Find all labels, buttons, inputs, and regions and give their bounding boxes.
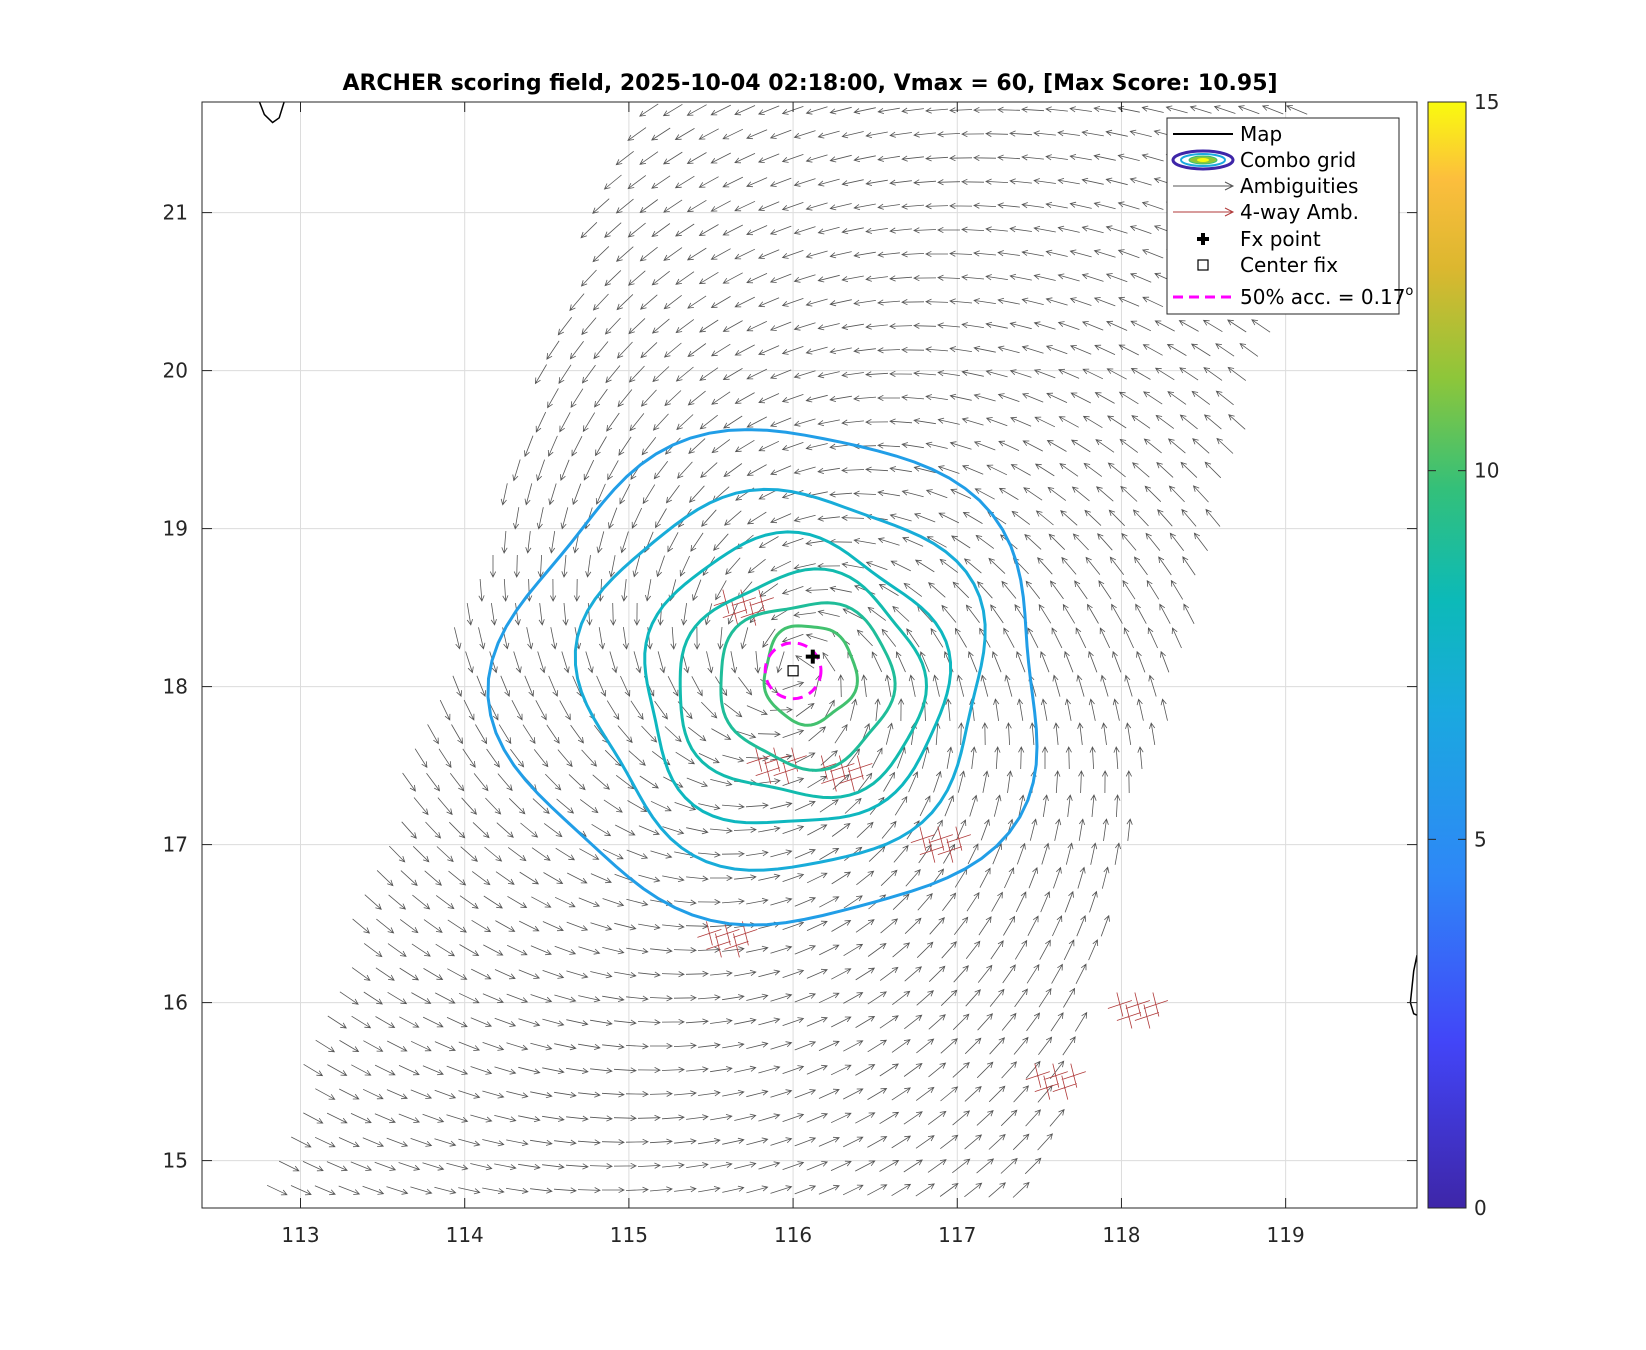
- x-tick-label: 113: [281, 1223, 319, 1247]
- y-tick-label: 19: [163, 517, 188, 541]
- score-contour: [573, 487, 987, 872]
- x-tick-label: 118: [1102, 1223, 1140, 1247]
- coastline: [258, 102, 285, 124]
- center-fix-marker: [787, 665, 799, 677]
- y-tick-label: 15: [163, 1149, 188, 1173]
- score-contour: [719, 601, 897, 772]
- red-arrow-icon: [1173, 207, 1235, 217]
- x-tick-label: 115: [610, 1223, 648, 1247]
- plus-marker-icon: [1197, 233, 1209, 245]
- y-tick-label: 18: [163, 675, 188, 699]
- wind-ambiguity-field: [266, 103, 1320, 1198]
- legend-item: Ambiguities: [1173, 174, 1358, 198]
- legend-label: Center fix: [1240, 253, 1338, 277]
- y-tick-label: 21: [163, 201, 188, 225]
- plot-frame: [201, 101, 1418, 1209]
- score-contour: [486, 428, 1039, 927]
- legend-item: Combo grid: [1171, 148, 1356, 172]
- colorbar-tick-label: 15: [1474, 90, 1499, 114]
- score-contours: [486, 428, 1039, 927]
- legend-item: Fx point: [1197, 227, 1321, 251]
- x-tick-label: 117: [938, 1223, 976, 1247]
- square-marker-icon: [1197, 259, 1209, 271]
- colorbar-tick-label: 10: [1474, 459, 1499, 483]
- colorbar-ticks: 0 5 10 15: [1428, 90, 1499, 1220]
- y-axis: 15 16 17 18 19 20 21: [163, 201, 1417, 1173]
- legend-label: Ambiguities: [1240, 174, 1358, 198]
- score-contour: [678, 567, 929, 800]
- gray-arrow-icon: [1173, 181, 1235, 191]
- legend-label: 4-way Amb.: [1240, 200, 1359, 224]
- colorbar-tick-label: 5: [1474, 827, 1487, 851]
- y-tick-label: 17: [163, 833, 188, 857]
- legend-label: 50% acc. = 0.17o: [1240, 284, 1413, 309]
- x-axis: 113 114 115 116 117 118 119: [281, 102, 1305, 1247]
- score-contour: [762, 624, 859, 727]
- score-contour: [643, 530, 953, 825]
- colorbar: 0 5 10 15: [1427, 90, 1499, 1220]
- legend-item: Center fix: [1197, 253, 1338, 277]
- fix-markers: [787, 649, 820, 677]
- x-tick-label: 119: [1267, 1223, 1305, 1247]
- chart-title: ARCHER scoring field, 2025-10-04 02:18:0…: [342, 71, 1277, 96]
- ambiguity-arrows: [266, 103, 1320, 1198]
- legend-item: Map: [1173, 122, 1282, 146]
- legend-label: Combo grid: [1240, 148, 1356, 172]
- y-tick-label: 20: [163, 359, 188, 383]
- x-tick-label: 114: [446, 1223, 484, 1247]
- accuracy-circle: [763, 641, 823, 701]
- legend-label-superscript: o: [1405, 284, 1413, 299]
- x-tick-label: 116: [774, 1223, 812, 1247]
- fx-point-marker: [805, 649, 820, 664]
- legend-item: 50% acc. = 0.17o: [1173, 284, 1413, 309]
- legend-item: 4-way Amb.: [1173, 200, 1359, 224]
- contour-ellipse-icon: [1171, 149, 1235, 171]
- legend-label: Fx point: [1240, 227, 1321, 251]
- y-tick-label: 16: [163, 991, 188, 1015]
- legend-label: Map: [1240, 122, 1282, 146]
- colorbar-tick-label: 0: [1474, 1196, 1487, 1220]
- colorbar-gradient: [1427, 101, 1467, 1209]
